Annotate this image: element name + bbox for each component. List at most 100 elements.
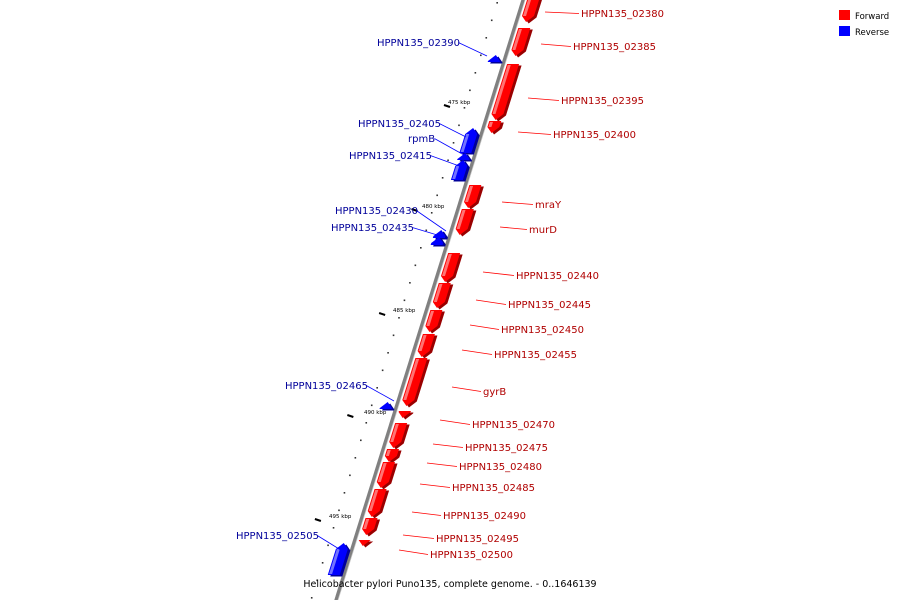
minor-tick <box>316 579 318 582</box>
leader-line <box>439 123 467 138</box>
gene-hppn135-02435 <box>430 237 446 247</box>
leader-line <box>439 419 471 425</box>
minor-tick <box>327 544 329 547</box>
gene-label-hppn135-02435: HPPN135_02435 <box>331 223 414 234</box>
leader-line <box>419 483 451 488</box>
minor-tick <box>392 334 395 337</box>
gene-mray <box>464 185 484 210</box>
leader-line <box>430 155 463 168</box>
gene-arrow <box>432 283 451 308</box>
gene-label-hppn135-02505: HPPN135_02505 <box>236 531 319 542</box>
leader-line <box>398 549 429 555</box>
gene-hppn135-02445 <box>432 283 454 310</box>
leader-line <box>501 201 534 205</box>
minor-tick <box>447 159 449 162</box>
gene-arrow <box>522 0 539 22</box>
legend: Forward Reverse <box>839 10 889 38</box>
minor-tick <box>414 264 417 267</box>
gene-hppn135-02485 <box>376 462 398 490</box>
gene-label-hppn135-02400: HPPN135_02400 <box>553 130 636 141</box>
minor-tick <box>425 229 428 232</box>
gene-label-hppn135-02405: HPPN135_02405 <box>358 119 441 130</box>
gene-hppn135-02455 <box>417 334 438 359</box>
gene-hppn135-02490 <box>367 489 390 519</box>
gene-gyrb <box>402 358 430 408</box>
minor-tick <box>354 457 357 459</box>
leader-line <box>366 385 395 402</box>
leader-line <box>432 443 464 448</box>
gene-label-hppn135-02495: HPPN135_02495 <box>436 534 519 545</box>
gene-label-hppn135-02480: HPPN135_02480 <box>459 462 542 473</box>
gene-label-hppn135-02395: HPPN135_02395 <box>561 96 644 107</box>
gene-hppn135-02395 <box>491 64 522 122</box>
minor-tick <box>436 194 438 197</box>
leader-line <box>482 271 515 276</box>
minor-tick <box>474 72 477 74</box>
minor-tick <box>376 387 378 389</box>
minor-tick <box>480 54 482 57</box>
leader-line <box>475 299 507 305</box>
minor-tick <box>338 509 340 512</box>
minor-tick <box>463 107 466 109</box>
gene-arrow <box>367 489 387 517</box>
leader-line <box>411 511 442 516</box>
leader-line <box>434 138 465 156</box>
minor-tick <box>409 282 411 284</box>
minor-ticks <box>310 2 498 599</box>
gene-hppn135-02470 <box>398 411 414 420</box>
legend-item-forward: Forward <box>839 10 889 22</box>
gene-arrow <box>398 411 411 418</box>
minor-tick <box>332 527 335 529</box>
gene-label-hppn135-02450: HPPN135_02450 <box>501 325 584 336</box>
backbone-line <box>334 0 525 600</box>
gene-label-rpmb: rpmB <box>408 134 435 145</box>
gene-label-hppn135-02440: HPPN135_02440 <box>516 271 599 282</box>
gene-arrow <box>432 230 446 238</box>
gene-label-hppn135-02380: HPPN135_02380 <box>581 9 664 20</box>
gene-label-hppn135-02490: HPPN135_02490 <box>443 511 526 522</box>
minor-tick <box>321 562 324 564</box>
legend-swatch-forward <box>839 10 850 20</box>
gene-label-hppn135-02485: HPPN135_02485 <box>452 483 535 494</box>
gene-highlight <box>441 254 452 276</box>
gene-arrow <box>389 423 408 448</box>
minor-tick <box>381 369 384 372</box>
gene-arrow <box>511 28 531 56</box>
minor-tick <box>452 142 455 144</box>
gene-hppn135-02495 <box>362 518 381 537</box>
gene-highlight <box>433 284 443 302</box>
tick-label: 475 kbp <box>448 100 471 106</box>
tick-mark <box>443 104 451 108</box>
gene-arrow <box>491 64 520 120</box>
leader-line <box>469 324 500 330</box>
minor-tick <box>360 439 362 442</box>
gene-label-murd: murD <box>529 225 557 236</box>
minor-tick <box>370 404 373 407</box>
gene-highlight <box>523 0 532 16</box>
tick-label: 495 kbp <box>329 514 352 520</box>
gene-arrow <box>457 153 470 160</box>
gene-label-hppn135-02430: HPPN135_02430 <box>335 206 418 217</box>
legend-label-forward: Forward <box>855 12 889 22</box>
gene-label-gyrb: gyrB <box>483 387 506 398</box>
leader-line <box>499 226 528 230</box>
gene-label-hppn135-02475: HPPN135_02475 <box>465 443 548 454</box>
minor-tick <box>310 597 313 599</box>
minor-tick <box>490 19 493 22</box>
gene-hppn135-02390 <box>487 55 503 64</box>
gene-murd <box>455 209 477 237</box>
gene-labels: HPPN135_02380 HPPN135_02385 HPPN135_02390 H… <box>236 9 664 561</box>
legend-swatch-reverse <box>839 26 850 36</box>
gene-arrow <box>487 55 500 62</box>
gene-arrow <box>417 334 435 357</box>
gene-highlight <box>460 134 470 152</box>
gene-hppn135-02500 <box>358 540 374 548</box>
minor-tick <box>349 474 351 477</box>
tick-mark <box>378 312 386 316</box>
tick-mark <box>347 414 354 418</box>
leader-line <box>412 227 445 238</box>
gene-highlight <box>377 463 387 482</box>
gene-label-hppn135-02500: HPPN135_02500 <box>430 550 513 561</box>
gene-hppn135-02450 <box>425 310 445 334</box>
